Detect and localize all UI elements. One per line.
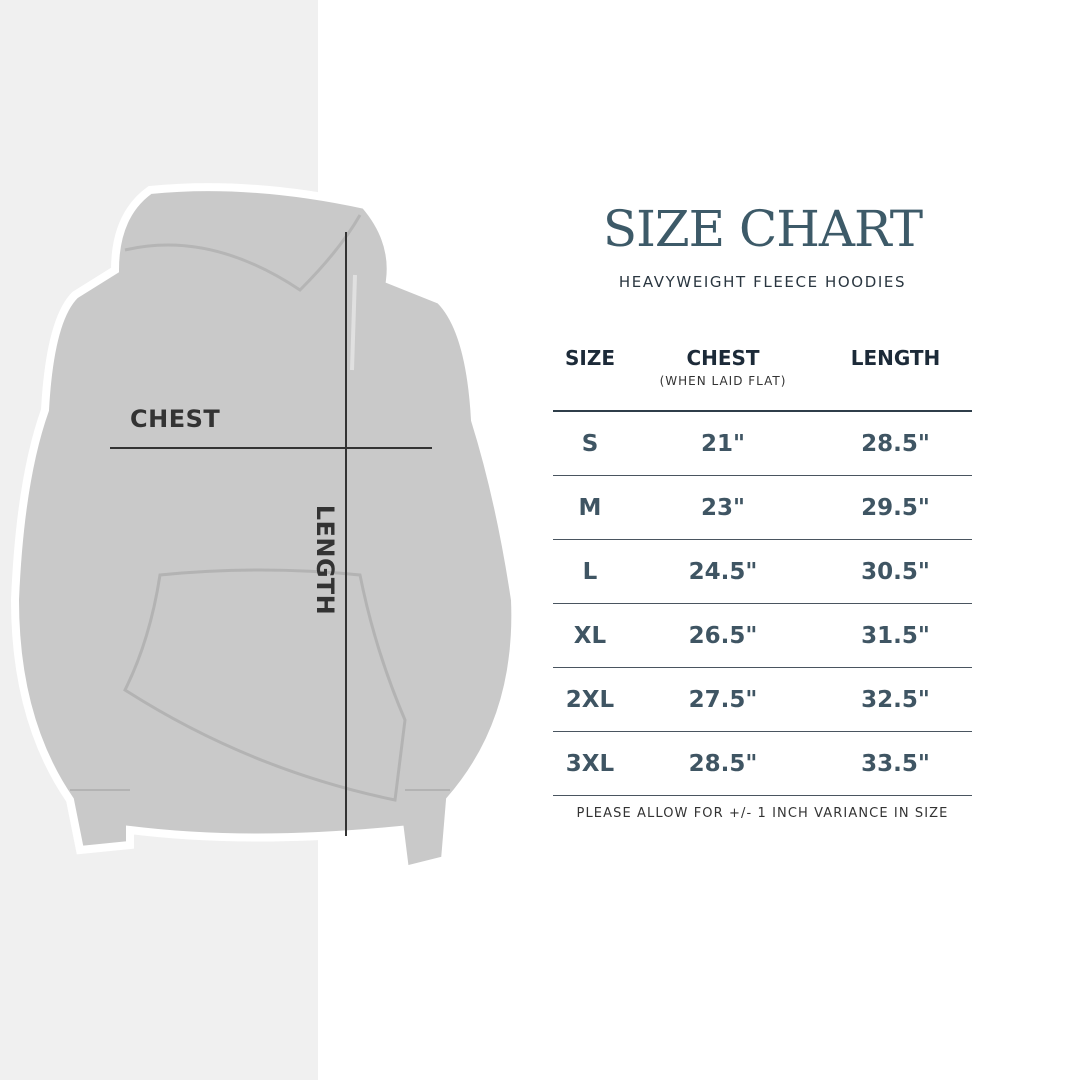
chest-label: CHEST	[130, 405, 221, 433]
cell-length: 28.5"	[819, 411, 972, 476]
table-row: S 21" 28.5"	[553, 411, 972, 476]
variance-note: PLEASE ALLOW FOR +/- 1 INCH VARIANCE IN …	[576, 806, 949, 821]
header-chest-note: (WHEN LAID FLAT)	[659, 374, 787, 388]
cell-chest: 23"	[627, 475, 819, 540]
cell-size: XL	[553, 603, 627, 668]
cell-size: S	[553, 411, 627, 476]
cell-size: 3XL	[553, 731, 627, 796]
cell-chest: 24.5"	[627, 539, 819, 604]
page-subtitle: HEAVYWEIGHT FLEECE HOODIES	[618, 273, 907, 291]
header-length: LENGTH	[819, 340, 972, 412]
page-title: SIZE CHART	[602, 200, 923, 258]
hoodie-silhouette	[10, 183, 520, 875]
cell-chest: 26.5"	[627, 603, 819, 668]
header-size: SIZE	[553, 340, 627, 412]
cell-length: 33.5"	[819, 731, 972, 796]
length-label: LENGTH	[311, 504, 339, 616]
table-row: 2XL 27.5" 32.5"	[553, 667, 972, 732]
cell-size: M	[553, 475, 627, 540]
table-row: L 24.5" 30.5"	[553, 539, 972, 604]
cell-length: 30.5"	[819, 539, 972, 604]
cell-size: 2XL	[553, 667, 627, 732]
hoodie-image	[10, 183, 520, 875]
header-chest: CHEST (WHEN LAID FLAT)	[627, 340, 819, 412]
table-row: M 23" 29.5"	[553, 475, 972, 540]
size-table: SIZE CHEST (WHEN LAID FLAT) LENGTH S 21" 28…	[553, 340, 972, 796]
cell-size: L	[553, 539, 627, 604]
table-row: 3XL 28.5" 33.5"	[553, 731, 972, 796]
cell-length: 29.5"	[819, 475, 972, 540]
table-row: XL 26.5" 31.5"	[553, 603, 972, 668]
cell-chest: 28.5"	[627, 731, 819, 796]
table-header-row: SIZE CHEST (WHEN LAID FLAT) LENGTH	[553, 340, 972, 412]
cell-length: 32.5"	[819, 667, 972, 732]
cell-chest: 27.5"	[627, 667, 819, 732]
cell-chest: 21"	[627, 411, 819, 476]
cell-length: 31.5"	[819, 603, 972, 668]
